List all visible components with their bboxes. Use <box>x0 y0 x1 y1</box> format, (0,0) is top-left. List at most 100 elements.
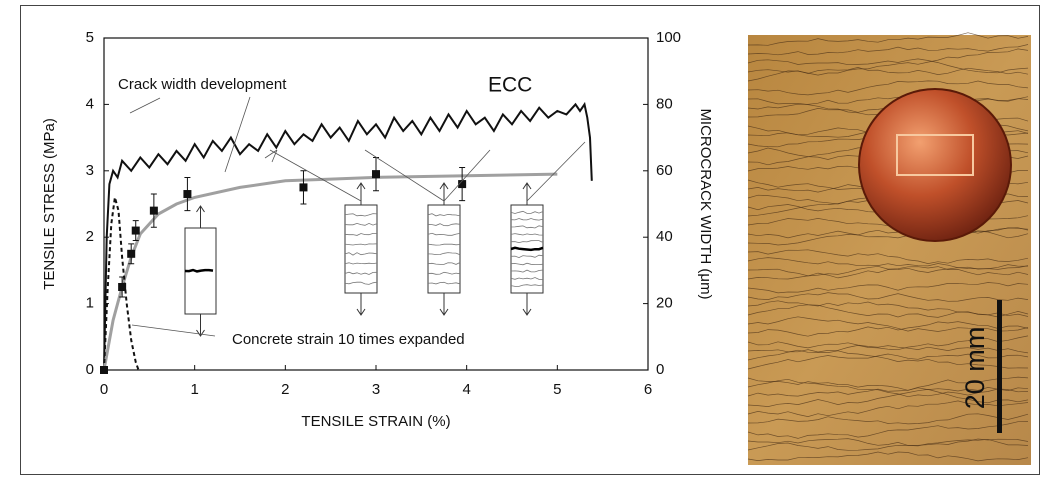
crack-texture <box>747 353 1029 370</box>
crack-texture <box>747 67 1029 75</box>
crack-texture <box>747 58 1029 74</box>
crack-line <box>510 254 544 259</box>
annotation: Crack width development <box>118 76 287 93</box>
y2-tick-label: 0 <box>656 361 664 378</box>
crack-texture <box>747 349 1029 369</box>
crack-texture <box>747 413 1029 425</box>
x-tick-label: 6 <box>644 381 652 398</box>
crack-texture <box>747 438 1029 446</box>
y-tick-label: 5 <box>86 29 94 46</box>
crack-line <box>510 262 544 266</box>
penny-building <box>896 134 974 176</box>
crack-line <box>427 271 461 275</box>
specimen-photo: 20 mm <box>747 32 1031 465</box>
crack-texture <box>747 80 1029 96</box>
crack-line <box>344 252 378 256</box>
crack-line <box>427 252 461 256</box>
scale-label: 20 mm <box>960 327 990 410</box>
x-tick-label: 4 <box>462 381 470 398</box>
specimen-arrow <box>522 182 532 316</box>
y2-axis-label: MICROCRACK WIDTH (μm) <box>697 108 714 299</box>
crack-texture <box>747 335 1029 353</box>
crack-texture <box>747 257 1029 270</box>
y2-tick-label: 40 <box>656 228 673 245</box>
crack-texture <box>747 421 1029 439</box>
crack-line <box>510 240 544 244</box>
specimen-sketch <box>427 204 461 294</box>
y2-tick-label: 80 <box>656 95 673 112</box>
x-tick-label: 2 <box>281 381 289 398</box>
crack-line <box>184 268 214 273</box>
crack-line <box>427 262 461 265</box>
pointer <box>269 149 362 202</box>
crack-line <box>344 213 378 217</box>
crack-line <box>344 233 377 236</box>
crack-texture <box>747 265 1029 280</box>
data-point <box>372 170 380 179</box>
y-tick-label: 0 <box>86 361 94 378</box>
crack-line <box>427 213 461 217</box>
crack-line <box>510 218 544 221</box>
crack-line <box>427 232 461 236</box>
crack-texture <box>747 96 1029 110</box>
crack-line <box>344 262 378 265</box>
crack-texture <box>747 438 1029 451</box>
scale-bar <box>997 300 1002 433</box>
crack-texture <box>747 376 1029 397</box>
pointer <box>364 149 445 202</box>
pointer <box>526 141 586 202</box>
y2-tick-label: 100 <box>656 29 681 46</box>
crack-line <box>510 277 543 280</box>
crack-line <box>510 210 544 214</box>
crack-line <box>344 271 378 275</box>
crack-texture <box>747 316 1029 332</box>
crack-line <box>510 269 544 273</box>
annotation: Concrete strain 10 times expanded <box>232 331 465 348</box>
crack-texture <box>747 249 1029 264</box>
data-point <box>183 190 192 199</box>
crack-texture <box>747 377 1029 392</box>
pointer <box>131 324 216 337</box>
crack-texture <box>747 282 1029 294</box>
data-point <box>299 183 308 192</box>
crack-texture <box>747 389 1029 407</box>
x-tick-label: 3 <box>372 381 380 398</box>
crack-line <box>510 284 544 287</box>
crack-line <box>344 222 378 226</box>
crack-texture <box>747 227 1029 246</box>
crack-texture <box>747 321 1029 337</box>
crack-line <box>427 243 461 246</box>
specimen-arrow <box>196 205 205 337</box>
crack-line <box>510 225 544 229</box>
y-tick-label: 1 <box>86 295 94 312</box>
data-point <box>118 283 127 291</box>
crack-line <box>427 223 461 227</box>
crack-line <box>427 281 461 285</box>
specimen-arrow <box>439 182 449 316</box>
data-point <box>149 206 158 215</box>
y-axis-label: TENSILE STRESS (MPa) <box>41 118 58 290</box>
y-tick-label: 2 <box>86 228 94 245</box>
crack-texture <box>747 32 1029 46</box>
penny <box>858 88 1012 242</box>
x-tick-label: 0 <box>100 381 108 398</box>
specimen-arrow <box>356 182 366 316</box>
crack-line <box>510 246 544 252</box>
specimen-sketch <box>344 204 378 294</box>
x-tick-label: 5 <box>553 381 561 398</box>
crack-texture <box>747 44 1029 56</box>
crack-texture <box>747 400 1029 417</box>
crack-texture <box>747 341 1029 354</box>
figure-border <box>20 5 1040 475</box>
y-tick-label: 4 <box>86 95 94 112</box>
data-line <box>102 172 558 371</box>
data-point <box>127 249 136 258</box>
crack-line <box>510 233 544 236</box>
crack-texture <box>747 378 1029 398</box>
pointer <box>224 96 251 173</box>
y2-tick-label: 60 <box>656 162 673 179</box>
data-line <box>103 101 593 371</box>
x-tick-label: 1 <box>190 381 198 398</box>
y-tick-label: 3 <box>86 162 94 179</box>
